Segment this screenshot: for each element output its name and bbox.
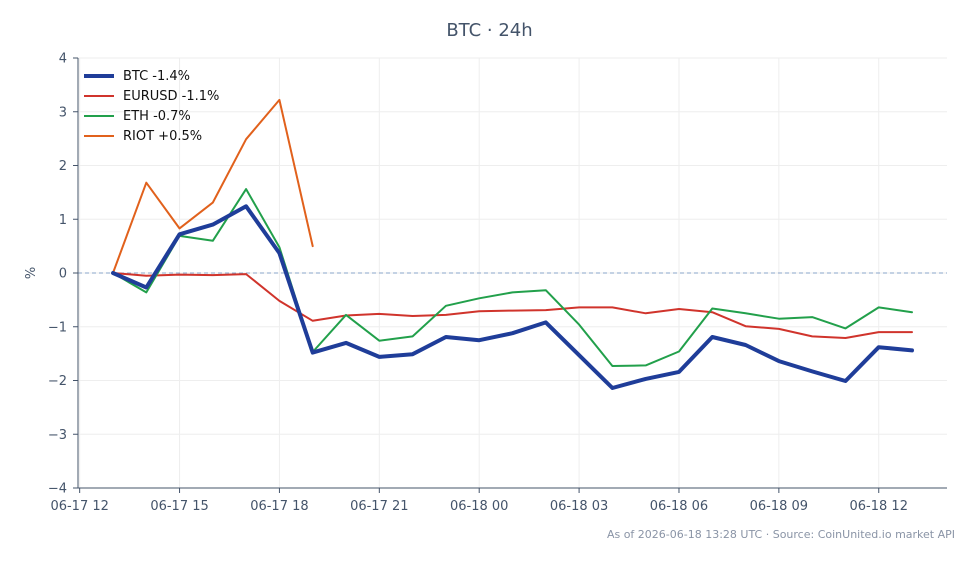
axes	[73, 57, 947, 493]
legend-label: BTC -1.4%	[123, 68, 191, 84]
x-tick-label: 06-17 18	[250, 499, 308, 514]
series-lines	[111, 98, 914, 390]
legend-item: RIOT +0.5%	[84, 126, 219, 146]
legend-label: RIOT +0.5%	[123, 128, 203, 144]
x-tick-label: 06-17 12	[50, 499, 108, 514]
series-line-riot	[112, 98, 314, 274]
x-tick-label: 06-17 15	[150, 499, 208, 514]
y-tick-label: 3	[59, 105, 67, 120]
y-tick-label: −3	[48, 428, 67, 443]
chart-title: BTC · 24h	[446, 20, 533, 41]
series-line-eurusd	[112, 272, 913, 339]
y-tick-label: −1	[48, 320, 67, 335]
y-tick-label: 4	[59, 52, 67, 67]
legend-swatch	[84, 115, 114, 117]
legend-item: BTC -1.4%	[84, 66, 219, 86]
legend-label: ETH -0.7%	[123, 108, 191, 124]
x-tick-label: 06-18 12	[850, 499, 908, 514]
y-tick-label: −4	[48, 482, 67, 497]
y-tick-label: 1	[59, 213, 67, 228]
x-tick-label: 06-18 09	[750, 499, 808, 514]
tick-labels: 4 3 2 1 0 −1 −2 −3 −4 06-17 12 06-17 15 06-17 18 06-…	[48, 52, 908, 515]
series-line-eth	[112, 188, 913, 367]
x-tick-label: 06-18 00	[450, 499, 508, 514]
x-tick-label: 06-18 03	[550, 499, 608, 514]
y-axis-label: %	[24, 267, 39, 279]
legend-swatch	[84, 95, 114, 97]
legend-swatch	[84, 74, 114, 78]
series-line-btc	[111, 204, 914, 390]
legend-item: ETH -0.7%	[84, 106, 219, 126]
footer-source-note: As of 2026-06-18 13:28 UTC · Source: Coi…	[606, 528, 955, 541]
legend-item: EURUSD -1.1%	[84, 86, 219, 106]
x-tick-label: 06-17 21	[350, 499, 408, 514]
legend-swatch	[84, 135, 114, 137]
y-tick-label: 2	[59, 159, 67, 174]
legend: BTC -1.4% EURUSD -1.1% ETH -0.7% RIOT +0.5%	[84, 66, 219, 146]
y-tick-label: −2	[48, 374, 67, 389]
x-tick-label: 06-18 06	[650, 499, 708, 514]
legend-label: EURUSD -1.1%	[123, 88, 220, 104]
y-tick-label: 0	[59, 267, 67, 282]
